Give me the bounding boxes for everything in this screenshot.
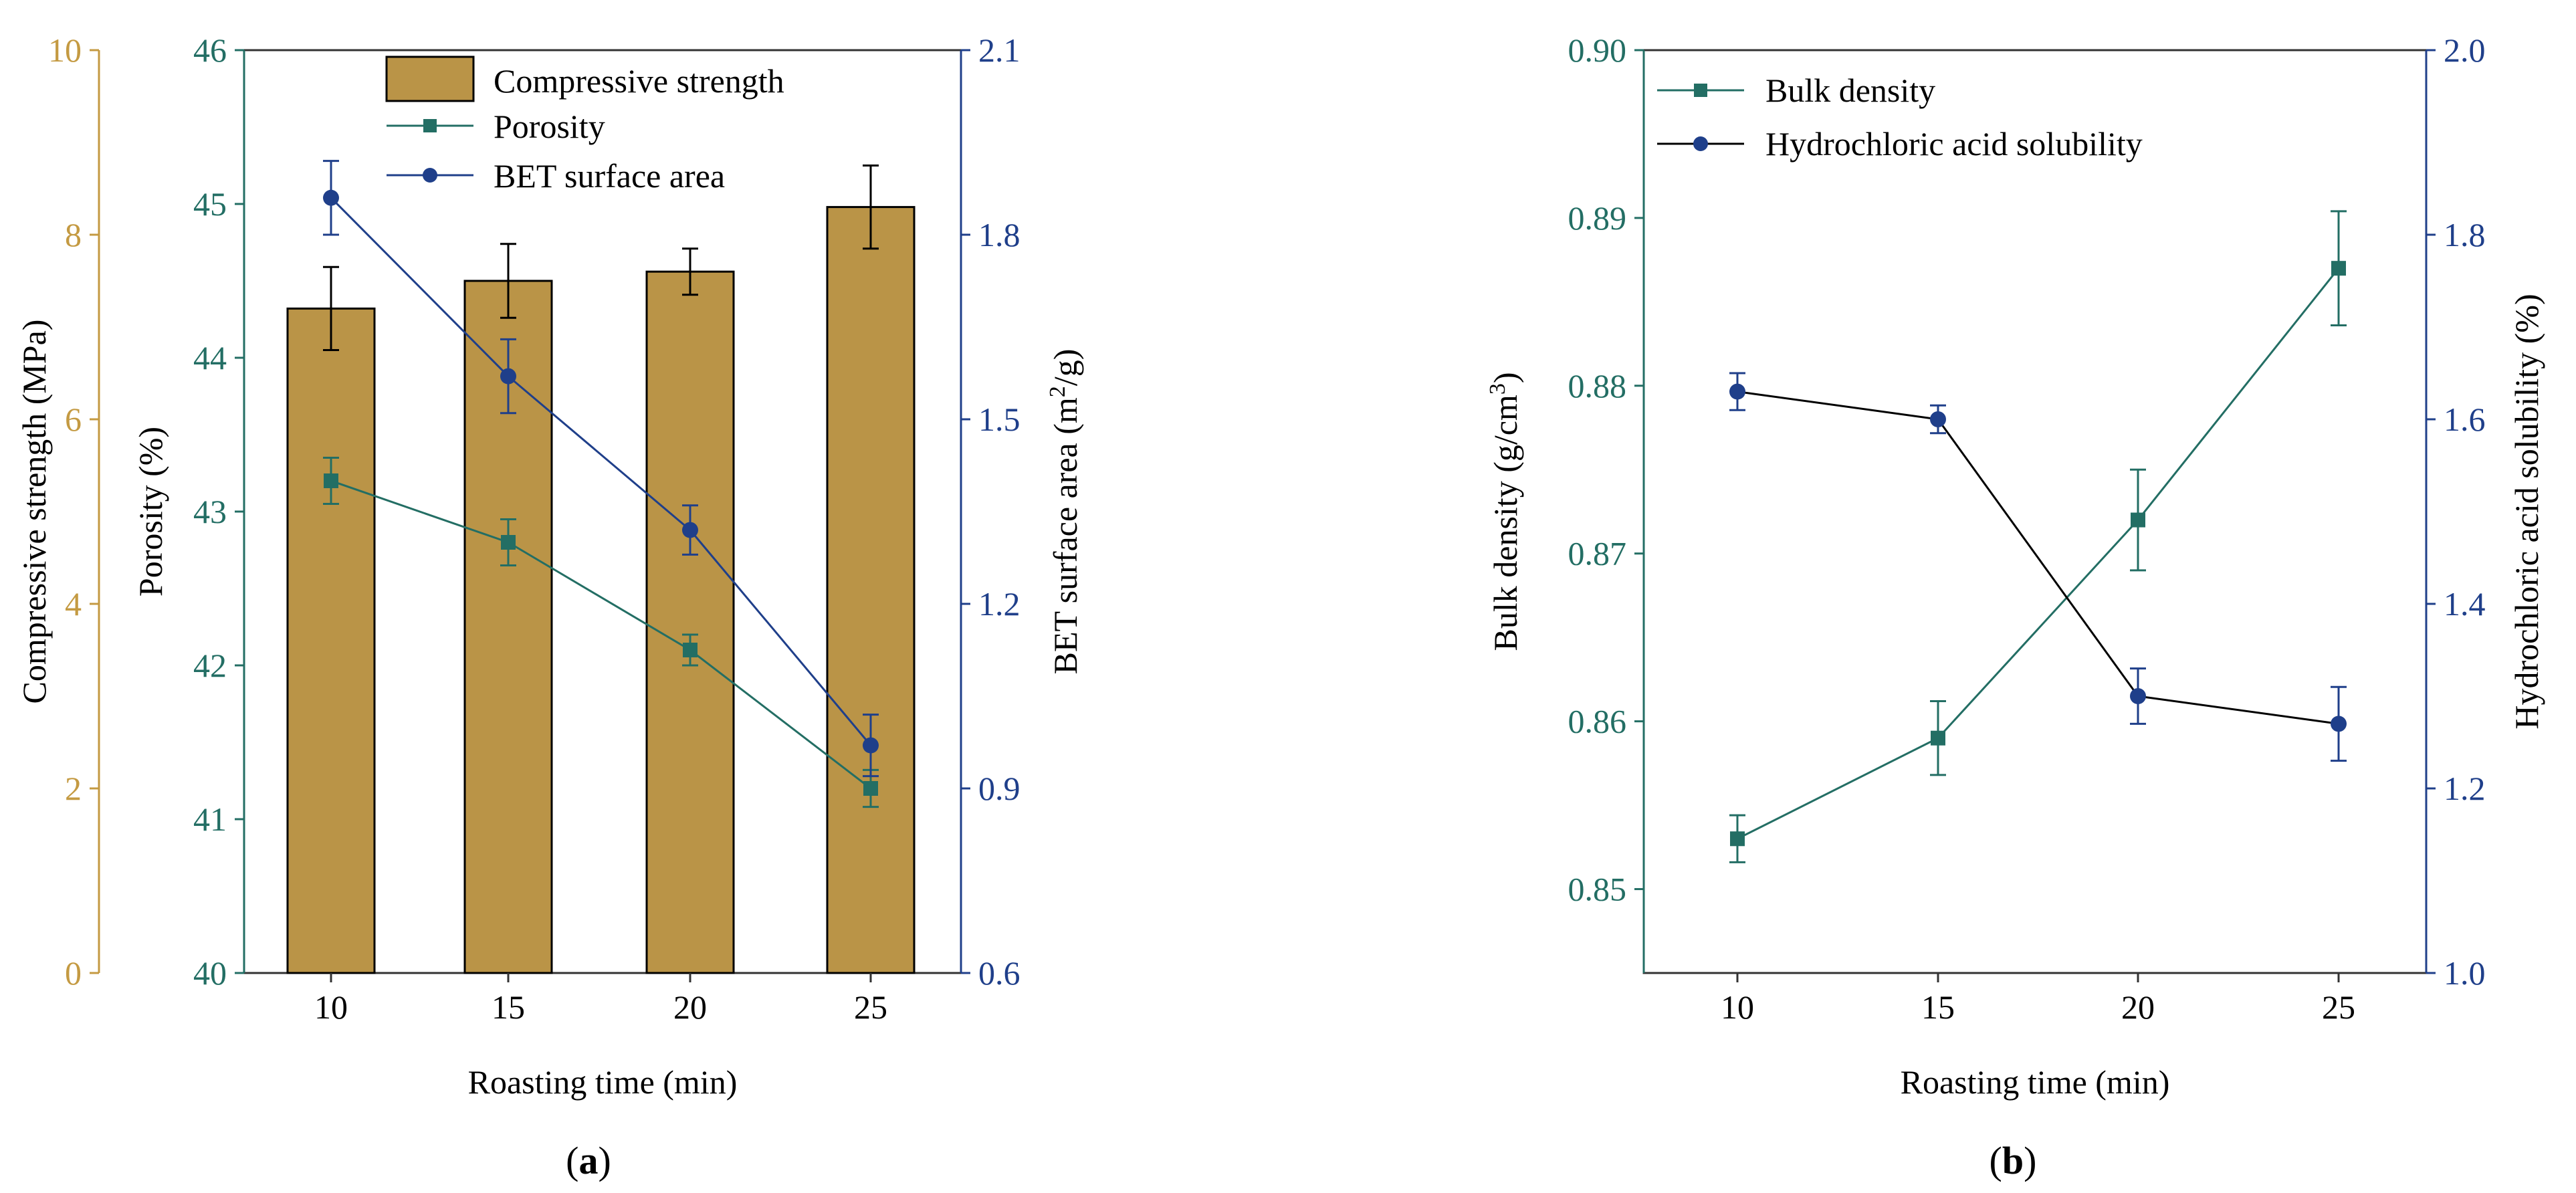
panel-b-plot-frame (1642, 49, 2428, 974)
compressive-axis-tick-label: 8 (65, 216, 82, 253)
legend-porosity-label: Porosity (494, 108, 605, 145)
porosity-point (324, 473, 338, 488)
density-axis-tick-label: 0.86 (1568, 703, 1627, 740)
compressive-axis-tick-label: 2 (65, 770, 82, 807)
compressive-axis-tick-label: 6 (65, 401, 82, 438)
hcl-axis-tick-label: 2.0 (2444, 31, 2486, 69)
hcl-axis-tick-label: 1.4 (2444, 585, 2486, 623)
bet-surface-area-point (682, 522, 698, 538)
hcl-axis-tick-label: 1.2 (2444, 770, 2486, 807)
bulk-density-point (2331, 261, 2346, 276)
porosity-point (863, 781, 878, 796)
porosity-point (501, 535, 516, 550)
legend-bet-marker (423, 168, 437, 183)
compressive-axis-tick-label: 0 (65, 954, 82, 992)
panel-b-hcl-axis-title: Hydrochloric acid solubility (%) (2508, 294, 2545, 729)
bet-surface-area-line (330, 197, 872, 746)
hydrochloric-acid-solubility-point (1930, 411, 1946, 427)
panel-a-caption: (a) (566, 1139, 611, 1182)
bet-axis-tick-label: 0.9 (978, 770, 1021, 807)
panel-a-x-axis-title: Roasting time (min) (468, 1063, 738, 1101)
bulk-density-point (2131, 512, 2145, 528)
legend-porosity-marker (423, 119, 437, 132)
panel-a-x-axis-tick-label: 10 (314, 988, 348, 1026)
compressive-axis-tick-label: 10 (48, 31, 82, 69)
compressive-strength-bar (286, 307, 376, 974)
panel-a-chart: 0246810404142434445460.60.91.21.51.82.11… (15, 31, 1084, 1182)
porosity-axis-tick-label: 41 (193, 800, 227, 838)
bet-axis-tick-label: 0.6 (978, 954, 1021, 992)
porosity-point (683, 643, 697, 657)
legend-bet-label: BET surface area (494, 157, 725, 195)
legend-hcl-marker (1693, 136, 1708, 151)
density-axis-tick-label: 0.89 (1568, 199, 1627, 237)
porosity-axis-tick-label: 42 (193, 647, 227, 684)
legend-bulk-density-label: Bulk density (1765, 72, 1935, 109)
bet-surface-area-point (323, 189, 339, 206)
hydrochloric-acid-solubility-point (2331, 716, 2347, 732)
bet-axis-tick-label: 1.8 (978, 216, 1021, 253)
legend-bulk-density-marker (1694, 84, 1707, 97)
hcl-axis-tick-label: 1.8 (2444, 216, 2486, 253)
density-axis-tick-label: 0.90 (1568, 31, 1627, 69)
bet-surface-area-point (863, 737, 879, 754)
compressive-axis-tick-label: 4 (65, 585, 82, 623)
porosity-axis-tick-label: 45 (193, 185, 227, 223)
porosity-axis-tick-label: 43 (193, 493, 227, 530)
hydrochloric-acid-solubility-point (1729, 383, 1745, 400)
hydrochloric-acid-solubility-point (2130, 688, 2146, 704)
porosity-line (330, 479, 871, 790)
hcl-axis-tick-label: 1.0 (2444, 954, 2486, 992)
density-axis-tick-label: 0.87 (1568, 535, 1627, 572)
panel-a-bet-axis-title: BET surface area (m2/g) (1045, 349, 1084, 675)
bulk-density-line (1737, 267, 2340, 840)
hydrochloric-acid-solubility-line (1737, 391, 2339, 725)
bet-axis-tick-label: 1.2 (978, 585, 1021, 623)
legend-compressive-label: Compressive strength (494, 62, 784, 100)
density-axis-tick-label: 0.85 (1568, 871, 1627, 908)
panel-b-x-axis-tick-label: 15 (1921, 988, 1955, 1026)
bulk-density-point (1730, 831, 1745, 847)
porosity-axis-tick-label: 46 (193, 31, 227, 69)
panel-b-caption: (b) (1990, 1139, 2037, 1182)
panel-b-x-axis-tick-label: 20 (2121, 988, 2155, 1026)
panel-a-x-axis-tick-label: 15 (492, 988, 525, 1026)
panel-a-x-axis-tick-label: 25 (854, 988, 887, 1026)
porosity-axis-tick-label: 40 (193, 954, 227, 992)
legend-compressive-swatch (385, 56, 475, 102)
compressive-strength-bar (826, 206, 916, 974)
compressive-strength-bar (645, 270, 735, 974)
panel-a-x-axis-tick-label: 20 (673, 988, 707, 1026)
bet-axis-tick-label: 2.1 (978, 31, 1021, 69)
density-axis-tick-label: 0.88 (1568, 367, 1627, 405)
panel-a-porosity-axis-title: Porosity (%) (132, 427, 169, 596)
panel-a-compressive-axis-title: Compressive strength (MPa) (15, 320, 53, 704)
hcl-axis-tick-label: 1.6 (2444, 401, 2486, 438)
panel-b-chart: 0.85 0.86 0.87 0.88 0.89 0.90 1.0 1.2 1.4 1.6 1.8 2… (1485, 31, 2545, 1182)
bet-axis-tick-label: 1.5 (978, 401, 1021, 438)
panel-b-x-axis-tick-label: 25 (2322, 988, 2355, 1026)
panel-a-legend: Compressive strength Porosity BET surfac… (385, 56, 784, 195)
panel-b-x-axis-title: Roasting time (min) (1901, 1063, 2170, 1101)
bet-surface-area-point (500, 368, 516, 385)
porosity-axis-tick-label: 44 (193, 339, 227, 376)
panel-b-density-axis-title: Bulk density (g/cm3) (1485, 372, 1524, 651)
panel-b-x-axis-tick-label: 10 (1721, 988, 1754, 1026)
legend-hcl-label: Hydrochloric acid solubility (1765, 125, 2143, 162)
bulk-density-point (1931, 730, 1945, 746)
panel-b-legend: Bulk density Hydrochloric acid solubilit… (1657, 72, 2143, 162)
